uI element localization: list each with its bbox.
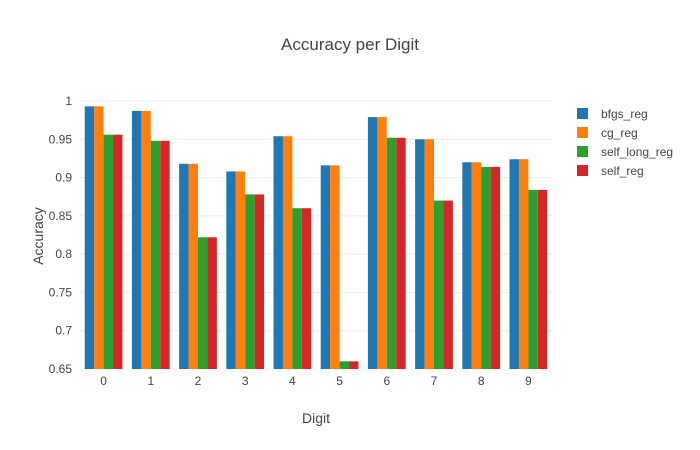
- bar-self_long_reg-9: [528, 189, 538, 369]
- x-tick-label: 0: [100, 374, 107, 388]
- legend-label: bfgs_reg: [601, 107, 648, 121]
- bar-self_reg-2: [207, 237, 217, 369]
- bar-cg_reg-7: [424, 139, 434, 369]
- y-tick-label: 0.95: [49, 132, 73, 146]
- bar-bfgs_reg-6: [367, 117, 378, 369]
- bar-bfgs_reg-4: [273, 136, 283, 369]
- bar-self_reg-1: [160, 140, 170, 369]
- x-tick-label: 6: [383, 374, 390, 388]
- bar-cg_reg-3: [235, 171, 246, 369]
- bar-self_reg-0: [113, 134, 123, 369]
- bar-cg_reg-5: [330, 165, 340, 369]
- bar-bfgs_reg-5: [320, 165, 331, 369]
- x-tick-label: 3: [242, 374, 249, 388]
- bar-self_reg-4: [301, 208, 312, 369]
- bar-self_long_reg-0: [103, 134, 114, 369]
- bar-bfgs_reg-7: [415, 139, 425, 369]
- bar-cg_reg-4: [282, 136, 293, 369]
- bar-self_long_reg-2: [198, 237, 208, 369]
- bar-cg_reg-6: [377, 117, 387, 369]
- bar-bfgs_reg-9: [509, 159, 519, 369]
- x-tick-label: 9: [525, 374, 532, 388]
- legend-swatch-self_reg: [577, 165, 588, 176]
- bar-self_reg-9: [537, 189, 548, 369]
- legend-swatch-self_long_reg: [577, 146, 588, 157]
- bar-self_long_reg-6: [386, 137, 397, 369]
- y-tick-label: 0.8: [55, 247, 72, 261]
- bars: [84, 106, 548, 370]
- x-tick-label: 2: [195, 374, 202, 388]
- y-tick-label: 0.7: [55, 324, 72, 338]
- x-tick-label: 1: [147, 374, 154, 388]
- bar-self_long_reg-4: [292, 208, 302, 369]
- bar-self_long_reg-8: [481, 166, 491, 369]
- legend-label: self_long_reg: [601, 145, 673, 159]
- legend-swatch-bfgs_reg: [577, 108, 588, 119]
- bar-self_reg-3: [254, 194, 265, 369]
- bar-self_reg-5: [349, 361, 359, 369]
- y-tick-label: 0.75: [49, 285, 73, 299]
- x-tick-label: 8: [478, 374, 485, 388]
- legend: bfgs_reg cg_reg self_long_reg self_reg: [577, 107, 673, 178]
- y-tick-label: 0.9: [55, 171, 72, 185]
- x-axis-title: Digit: [302, 410, 330, 426]
- x-tick-label: 7: [431, 374, 438, 388]
- y-tick-label: 0.65: [49, 362, 73, 376]
- x-tick-label: 5: [336, 374, 343, 388]
- bar-self_reg-6: [396, 137, 406, 369]
- axes: 0.65 0.7 0.75 0.8 0.85 0.9 0.95 1 0 1 2 3 4 5 6 7 8 9: [49, 94, 532, 388]
- legend-label: cg_reg: [601, 126, 638, 140]
- x-tick-label: 4: [289, 374, 296, 388]
- bar-bfgs_reg-8: [462, 162, 472, 369]
- bar-self_long_reg-1: [150, 140, 161, 369]
- bar-cg_reg-2: [188, 163, 198, 369]
- legend-label: self_reg: [601, 164, 644, 178]
- bar-bfgs_reg-0: [84, 106, 95, 370]
- chart-title: Accuracy per Digit: [281, 35, 419, 54]
- y-tick-label: 1: [65, 94, 72, 108]
- bar-bfgs_reg-3: [226, 171, 236, 369]
- bar-self_long_reg-7: [434, 200, 444, 369]
- legend-swatch-cg_reg: [577, 127, 588, 138]
- bar-bfgs_reg-2: [179, 163, 189, 369]
- bar-self_long_reg-3: [245, 194, 255, 369]
- bar-self_reg-8: [490, 166, 501, 369]
- y-axis-title: Accuracy: [30, 207, 46, 265]
- bar-self_reg-7: [443, 200, 453, 369]
- y-tick-label: 0.85: [49, 209, 73, 223]
- bar-cg_reg-0: [94, 106, 104, 370]
- bar-self_long_reg-5: [339, 361, 350, 369]
- bar-cg_reg-8: [471, 162, 482, 369]
- bar-cg_reg-9: [518, 159, 529, 369]
- bar-bfgs_reg-1: [131, 110, 142, 369]
- bar-cg_reg-1: [141, 110, 151, 369]
